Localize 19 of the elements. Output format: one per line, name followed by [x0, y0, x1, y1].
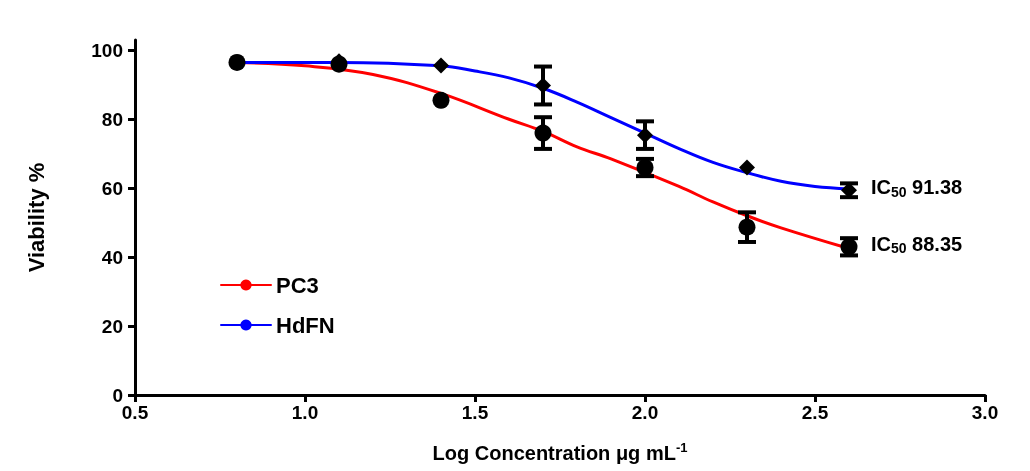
- y-tick-label: 40: [101, 246, 123, 268]
- legend-label: HdFN: [276, 312, 335, 338]
- x-tick-label: 3.0: [971, 402, 999, 423]
- x-tick-label: 2.0: [631, 402, 659, 423]
- y-tick-label: 80: [101, 108, 123, 130]
- y-tick-label: 0: [112, 384, 123, 406]
- legend-label: PC3: [276, 272, 319, 298]
- y-tick-label: 20: [101, 315, 123, 337]
- y-tick-label: 60: [101, 177, 123, 199]
- point: [433, 57, 449, 74]
- y-tick-label: 100: [91, 39, 123, 61]
- point: [739, 159, 755, 176]
- x-tick-label: 2.5: [801, 402, 829, 423]
- point: [432, 91, 450, 109]
- y-axis-title: Viability %: [23, 162, 49, 273]
- x-tick-label: 1.0: [291, 402, 319, 423]
- x-tick-label: 1.5: [461, 402, 489, 423]
- x-tick-label: 0.5: [121, 402, 149, 423]
- point: [228, 53, 246, 71]
